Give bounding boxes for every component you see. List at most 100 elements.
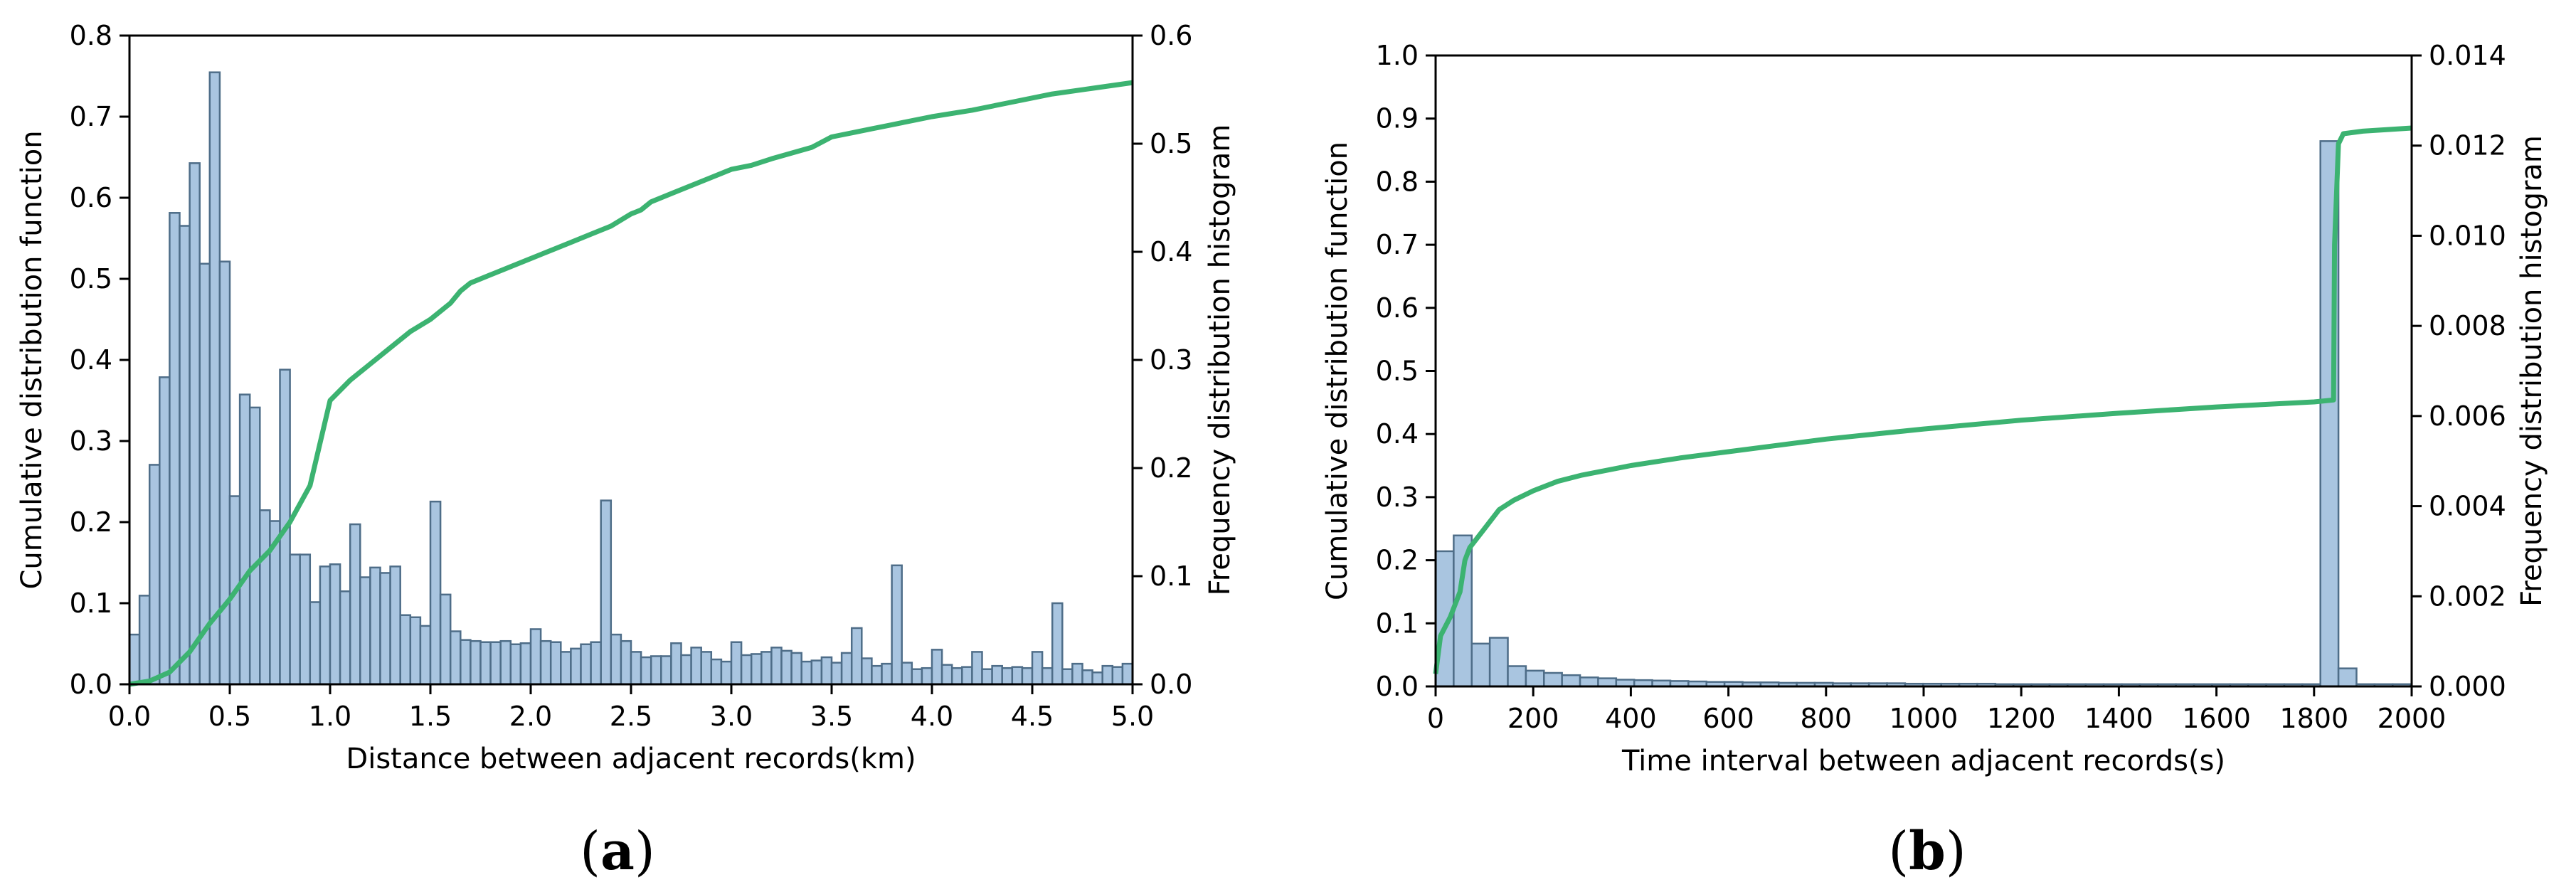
- chart-b-y2-tick-label: 0.010: [2429, 220, 2506, 251]
- chart-b-y-tick-label: 0.7: [1376, 229, 1419, 260]
- chart-a-histogram-bar: [640, 656, 652, 686]
- chart-a-histogram-bar: [198, 262, 211, 686]
- chart-a-histogram-bar: [419, 625, 432, 686]
- chart-a-histogram-bar: [349, 523, 361, 686]
- chart-b-x-tick-label: 1200: [1987, 703, 2056, 734]
- chart-a-histogram-bar: [529, 628, 542, 686]
- chart-a-x-tick-label: 3.5: [810, 701, 853, 732]
- chart-a-histogram-bar: [620, 639, 632, 686]
- chart-a-y2-tick-label: 0.6: [1150, 20, 1192, 51]
- chart-a-histogram-bar: [760, 651, 773, 686]
- chart-a-y-tick-label: 0.2: [70, 506, 112, 538]
- chart-a-histogram-bar: [590, 641, 602, 686]
- chart-a-x-tick-label: 2.5: [610, 701, 652, 732]
- chart-a-histogram-bar: [580, 643, 592, 686]
- chart-a-histogram-bar: [700, 651, 713, 686]
- chart-a-histogram-bar: [911, 668, 923, 686]
- chart-a-histogram-bar: [1041, 667, 1054, 686]
- chart-a-histogram-bar: [1021, 667, 1034, 686]
- chart-a-histogram-bar: [429, 500, 442, 686]
- chart-a-y2-tick-label: 0.0: [1150, 669, 1192, 700]
- chart-b-cdf-line: [1433, 125, 2412, 674]
- chart-a-histogram-bar: [339, 590, 351, 686]
- panel-label-a: (a): [580, 821, 655, 882]
- chart-a-histogram-bar: [931, 649, 943, 686]
- chart-b-y-tick-label: 0.9: [1376, 103, 1419, 134]
- chart-a-histogram-bar: [810, 659, 823, 686]
- chart-a-histogram-bar: [549, 641, 562, 686]
- chart-a-histogram-bar: [690, 647, 702, 686]
- chart-b-y-tick-label: 1.0: [1376, 40, 1419, 71]
- chart-b-histogram-bar: [1470, 642, 1491, 688]
- chart-b-x-tick-label: 1000: [1889, 703, 1958, 734]
- chart-b-y-tick-label: 0.4: [1376, 418, 1419, 450]
- chart-a-x-tick-label: 0.5: [208, 701, 251, 732]
- chart-a-histogram: [128, 71, 1134, 686]
- chart-b-plot-frame: [1434, 54, 2413, 688]
- chart-b-y2-tick-label: 0.014: [2429, 40, 2506, 71]
- chart-b-y-axis-right: 0.000 0.002 0.004 0.006 0.008 0.010 0.012 0.014: [2412, 40, 2506, 702]
- chart-a-histogram-bar: [961, 666, 973, 686]
- chart-a-histogram-bar: [409, 616, 422, 686]
- chart-a-y-tick-label: 0.6: [70, 182, 112, 213]
- chart-a-histogram-bar: [519, 642, 532, 686]
- chart-a-y2-axis-title: Frequency distribution histogram: [1204, 124, 1236, 596]
- chart-a-histogram-bar: [489, 641, 502, 686]
- chart-a-histogram-bar: [189, 162, 201, 686]
- chart-a-histogram-bar: [650, 655, 662, 686]
- chart-a-histogram-bar: [921, 667, 933, 686]
- chart-a-x-tick-label: 1.5: [409, 701, 452, 732]
- chart-a-histogram-bar: [780, 649, 793, 686]
- chart-a-histogram-bar: [138, 595, 151, 686]
- chart-a-histogram-bar: [950, 667, 963, 686]
- chart-b-histogram-bar: [1579, 676, 1599, 688]
- chart-a-histogram-bar: [479, 641, 492, 686]
- chart-a-y2-tick-label: 0.3: [1150, 344, 1192, 376]
- chart-a-histogram-bar: [991, 664, 1003, 686]
- chart-a-histogram-bar: [740, 654, 753, 686]
- chart-a-y-tick-label: 0.1: [70, 588, 112, 619]
- chart-a-histogram-bar: [850, 627, 863, 686]
- chart-b-x-axis-title: Time interval between adjacent records(s…: [1621, 745, 2225, 777]
- chart-a-histogram-bar: [319, 566, 332, 686]
- chart-a-histogram-bar: [470, 639, 482, 686]
- chart-b-y2-tick-label: 0.008: [2429, 310, 2506, 341]
- chart-a-x-tick-label: 4.5: [1011, 701, 1054, 732]
- panel-label-b: (b): [1888, 821, 1966, 882]
- chart-a-histogram-bar: [1091, 671, 1103, 686]
- chart-a-x-tick-label: 3.0: [710, 701, 753, 732]
- chart-a-histogram-bar: [289, 553, 301, 686]
- chart-a-histogram-bar: [630, 651, 642, 686]
- chart-a-histogram-bar: [820, 656, 833, 686]
- chart-b-y-axis-title: Cumulative distribution function: [1321, 142, 1354, 600]
- chart-a-histogram-bar: [309, 601, 322, 686]
- chart-b-x-axis: 0 200 400 600 800 1000 1200 1400 1600 1800 2000: [1427, 686, 2446, 734]
- chart-b-histogram-bar: [1561, 674, 1581, 688]
- chart-b-x-tick-label: 1800: [2279, 703, 2348, 734]
- chart-a-histogram-bar: [248, 406, 261, 686]
- chart-a-histogram-bar: [830, 662, 843, 686]
- chart-a-histogram-bar: [1121, 662, 1134, 686]
- chart-a-y-tick-label: 0.8: [70, 20, 112, 51]
- chart-a-histogram-bar: [750, 653, 763, 686]
- chart-a-x-axis: 0.0 0.5 1.0 1.5 2.0 2.5 3.0 3.5 4.0 4.5 5.0: [108, 684, 1154, 732]
- chart-b-x-tick-label: 0: [1427, 703, 1444, 734]
- chart-a-histogram-bar: [259, 509, 271, 686]
- chart-a-histogram-bar: [499, 639, 512, 686]
- chart-a-histogram-bar: [1031, 651, 1044, 686]
- chart-a-histogram-bar: [128, 633, 141, 686]
- chart-a-histogram-bar: [610, 633, 622, 686]
- chart-a-histogram-bar: [389, 566, 401, 686]
- chart-a-histogram-bar: [981, 668, 993, 686]
- chart-b-y-tick-label: 0.2: [1376, 545, 1419, 576]
- chart-a-histogram-bar: [901, 662, 913, 686]
- chart-a-histogram-bar: [680, 654, 692, 686]
- chart-b-histogram-bar: [1543, 671, 1563, 688]
- chart-b-y2-tick-label: 0.012: [2429, 130, 2506, 161]
- chart-a-y-tick-label: 0.0: [70, 669, 112, 700]
- chart-b-y2-tick-label: 0.004: [2429, 491, 2506, 522]
- chart-a-histogram-bar: [1111, 666, 1124, 686]
- chart-b-x-tick-label: 800: [1801, 703, 1853, 734]
- chart-a-histogram-bar: [439, 593, 452, 686]
